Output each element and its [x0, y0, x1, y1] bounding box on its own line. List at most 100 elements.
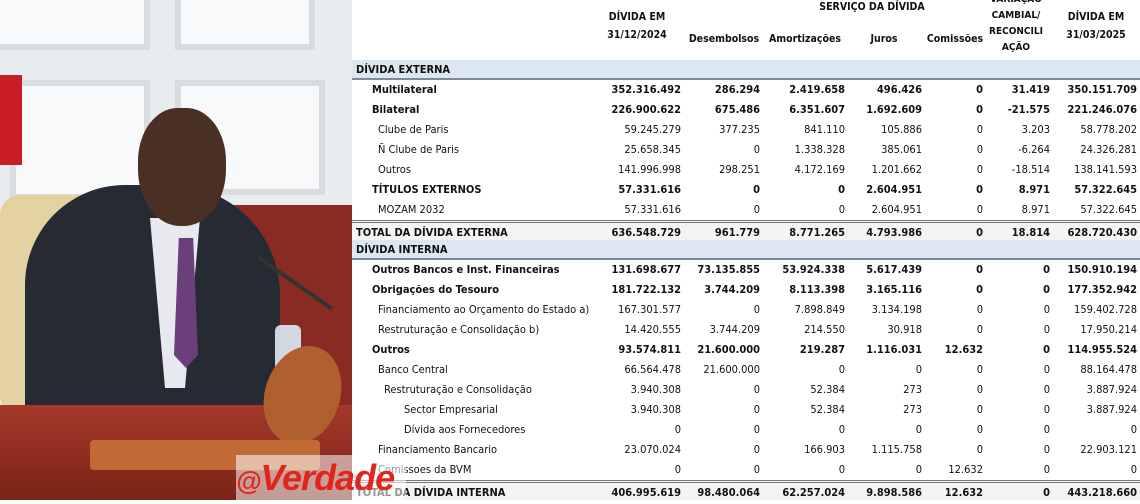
cell-value: 0: [976, 403, 983, 416]
cell-value: 352.316.492: [611, 83, 682, 96]
header-exchange-variation: VARIAÇÃO CAMBIAL/ RECONCILI AÇÃO: [989, 0, 1043, 53]
cell-value: 88.164.478: [1080, 363, 1137, 376]
cell-value: 4.793.986: [866, 226, 922, 239]
table-row: Financiamento Bancario 23.070.024 0 166.903…: [352, 440, 1140, 460]
table-row: Obrigações do Tesouro 181.722.132 3.744.20…: [352, 280, 1140, 300]
row-label: DÍVIDA EXTERNA: [356, 63, 451, 76]
table-header: DÍVIDA EM 31/12/2024 SERVIÇO DA DÍVIDA D…: [352, 0, 1140, 60]
cell-value: 0: [1043, 283, 1050, 296]
cell-value: 25.658.345: [624, 143, 681, 156]
row-label: Multilateral: [372, 83, 437, 96]
cell-value: 1.115.758: [871, 443, 922, 456]
cell-value: 628.720.430: [1067, 226, 1138, 239]
cell-value: 57.331.616: [624, 203, 681, 216]
cell-value: 675.486: [714, 103, 760, 116]
cell-value: 52.384: [810, 383, 845, 396]
cell-value: 4.172.169: [794, 163, 845, 176]
cell-value: 961.779: [714, 226, 760, 239]
cell-value: 385.061: [881, 143, 922, 156]
cell-value: 6.351.607: [789, 103, 845, 116]
table-row: Restruturação e Consolidação 3.940.308 0 52…: [352, 380, 1140, 400]
cell-value: 0: [1043, 343, 1050, 356]
table-row: DÍVIDA EXTERNA: [352, 60, 1140, 80]
cell-value: 150.910.194: [1067, 263, 1138, 276]
cell-value: 0: [1043, 323, 1050, 336]
cell-value: 21.600.000: [703, 363, 760, 376]
cell-value: 2.604.951: [871, 203, 922, 216]
cell-value: 8.971: [1018, 183, 1050, 196]
cell-value: 0: [753, 443, 760, 456]
cell-value: 226.900.622: [611, 103, 682, 116]
photo-minister-at-desk: [0, 0, 352, 500]
table-row: Financiamento ao Orçamento do Estado a) 1…: [352, 300, 1140, 320]
row-label: MOZAM 2032: [378, 203, 445, 216]
row-label: Outros: [372, 343, 410, 356]
cell-value: 0: [838, 363, 845, 376]
cell-value: 177.352.942: [1067, 283, 1138, 296]
cell-value: 0: [1043, 263, 1050, 276]
table-row: Comissoes da BVM 0 0 0 0 12.632 0 0: [352, 460, 1140, 480]
cell-value: 0: [976, 203, 983, 216]
cell-value: 0: [753, 183, 760, 196]
cell-value: 0: [976, 443, 983, 456]
table-row: Dívida aos Fornecedores 0 0 0 0 0 0 0: [352, 420, 1140, 440]
cell-value: 22.903.121: [1080, 443, 1137, 456]
cell-value: 0: [976, 83, 983, 96]
cell-value: 841.110: [804, 123, 845, 136]
cell-value: 3.165.116: [866, 283, 922, 296]
cell-value: 0: [753, 203, 760, 216]
cell-value: 0: [753, 383, 760, 396]
person-tie: [174, 238, 198, 368]
row-label: Clube de Paris: [378, 123, 449, 136]
cell-value: 3.887.924: [1086, 403, 1137, 416]
cell-value: 496.426: [876, 83, 922, 96]
table-row: TOTAL DA DÍVIDA INTERNA 406.995.619 98.480…: [352, 480, 1140, 500]
cell-value: 3.744.209: [704, 283, 760, 296]
cell-value: 12.632: [944, 486, 983, 499]
cell-value: 12.632: [948, 463, 983, 476]
cell-value: 3.744.209: [709, 323, 760, 336]
header-debt-service: SERVIÇO DA DÍVIDA: [819, 1, 925, 13]
cell-value: 0: [1043, 443, 1050, 456]
cell-value: -18.514: [1011, 163, 1050, 176]
table-row: Clube de Paris 59.245.279 377.235 841.110 10…: [352, 120, 1140, 140]
row-label: Financiamento ao Orçamento do Estado a): [378, 303, 590, 316]
table-row: DÍVIDA INTERNA: [352, 240, 1140, 260]
cell-value: 181.722.132: [611, 283, 682, 296]
cell-value: 0: [976, 263, 983, 276]
row-label: Ñ Clube de Paris: [378, 143, 460, 156]
cell-value: 3.940.308: [630, 403, 681, 416]
cell-value: 166.903: [804, 443, 845, 456]
cell-value: 0: [1043, 486, 1050, 499]
cell-value: 0: [1043, 303, 1050, 316]
cell-value: 0: [838, 203, 845, 216]
cell-value: 0: [1043, 383, 1050, 396]
table-row: Outros 141.996.998 298.251 4.172.169 1.201.6…: [352, 160, 1140, 180]
cell-value: 0: [674, 423, 681, 436]
cell-value: 5.617.439: [866, 263, 922, 276]
cell-value: 0: [753, 403, 760, 416]
header-debt-2025: DÍVIDA EM 31/03/2025: [1066, 11, 1126, 41]
cell-value: 7.898.849: [794, 303, 845, 316]
cell-value: -21.575: [1007, 103, 1050, 116]
cell-value: 0: [976, 323, 983, 336]
cell-value: 0: [1130, 463, 1137, 476]
cell-value: 14.420.555: [624, 323, 681, 336]
cell-value: 221.246.076: [1067, 103, 1138, 116]
cell-value: 0: [838, 463, 845, 476]
cell-value: 24.326.281: [1080, 143, 1137, 156]
cell-value: 57.322.645: [1074, 183, 1137, 196]
cell-value: 0: [915, 363, 922, 376]
cell-value: 53.924.338: [782, 263, 845, 276]
cell-value: 17.950.214: [1080, 323, 1137, 336]
cell-value: 0: [976, 143, 983, 156]
cell-value: 0: [976, 283, 983, 296]
row-label: Bilateral: [372, 103, 420, 116]
cell-value: 167.301.577: [618, 303, 681, 316]
cell-value: 350.151.709: [1067, 83, 1138, 96]
cell-value: 141.996.998: [618, 163, 681, 176]
cell-value: 2.604.951: [866, 183, 922, 196]
cell-value: 0: [976, 303, 983, 316]
cell-value: 0: [976, 103, 983, 116]
cell-value: 105.886: [881, 123, 922, 136]
